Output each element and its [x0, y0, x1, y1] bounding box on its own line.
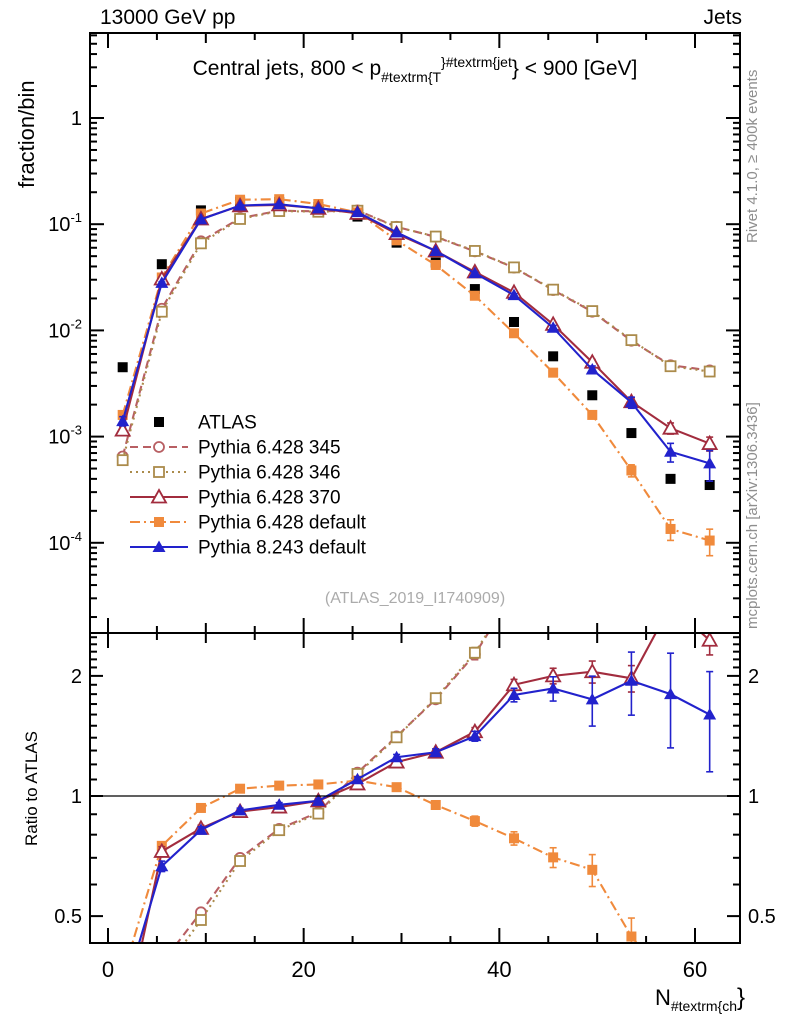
svg-text:Pythia 6.428 345: Pythia 6.428 345 [198, 438, 341, 459]
svg-text:Pythia 8.243 default: Pythia 8.243 default [198, 538, 367, 559]
marker [509, 316, 520, 327]
svg-text:60: 60 [683, 957, 707, 982]
legend-item-atlas: ATLAS [154, 413, 257, 434]
svg-text:0: 0 [102, 957, 114, 982]
x-axis-label-base: N [654, 985, 671, 1010]
y-axis-label-main: fraction/bin [14, 80, 39, 188]
marker [195, 802, 206, 813]
svg-text:10-1: 10-1 [48, 210, 82, 236]
x-axis-label: N#textrm{ch} [654, 984, 745, 1014]
plot-title-superscript: }#textrm{jet [441, 54, 512, 70]
svg-text:0.5: 0.5 [54, 906, 82, 928]
svg-text:Pythia 6.428 346: Pythia 6.428 346 [198, 463, 341, 484]
beam-energy-label: 13000 GeV pp [100, 6, 236, 29]
marker [665, 523, 676, 534]
legend-item-p370: Pythia 6.428 370 [130, 488, 341, 509]
series-p6def-ratio [118, 775, 639, 980]
axes [89, 32, 741, 944]
svg-text:20: 20 [291, 957, 315, 982]
marker [626, 465, 637, 476]
marker [469, 290, 480, 301]
series-p8def-main [116, 197, 717, 482]
marker [235, 783, 246, 794]
marker [548, 852, 559, 863]
marker [626, 428, 637, 439]
marker [587, 390, 598, 401]
plot-title-subscript: #textrm{T [381, 69, 442, 85]
svg-text:0.5: 0.5 [748, 906, 776, 928]
marker [154, 517, 164, 527]
marker [587, 409, 598, 420]
svg-text:1: 1 [71, 786, 82, 808]
legend-item-p346: Pythia 6.428 346 [130, 463, 341, 484]
legend: ATLAS Pythia 6.428 345 Pythia 6.428 346 Pyt… [130, 413, 367, 559]
marker [274, 780, 285, 791]
svg-text:2: 2 [71, 666, 82, 688]
marker [118, 970, 128, 980]
marker [430, 259, 441, 270]
tick-labels: 0 20 40 60 1 10-1 10-2 10-3 10-4 2 2 1 1 0.5 0.5 [48, 108, 776, 982]
marker [469, 816, 480, 827]
mcplots-arxiv-note: mcplots.cern.ch [arXiv:1306.3436] [744, 402, 761, 629]
svg-text:1: 1 [71, 108, 82, 130]
marker [430, 799, 441, 810]
plot-title-suffix: } < 900 [GeV] [511, 57, 638, 80]
marker [154, 417, 164, 427]
svg-text:10-4: 10-4 [48, 529, 82, 555]
marker [704, 535, 715, 546]
analysis-id-watermark: (ATLAS_2019_I1740909) [324, 590, 506, 607]
marker [704, 480, 715, 491]
legend-item-p345: Pythia 6.428 345 [130, 438, 341, 459]
marker [117, 362, 128, 373]
x-axis-label-brace: } [736, 984, 745, 1011]
svg-text:10-2: 10-2 [48, 316, 82, 342]
svg-text:ATLAS: ATLAS [198, 413, 257, 434]
svg-text:Pythia 6.428 default: Pythia 6.428 default [198, 513, 367, 534]
marker [587, 864, 598, 875]
svg-text:40: 40 [487, 957, 511, 982]
marker [548, 351, 559, 362]
marker [548, 367, 559, 378]
rivet-version-note: Rivet 4.1.0, ≥ 400k events [744, 69, 761, 243]
svg-text:Pythia 6.428 370: Pythia 6.428 370 [198, 488, 341, 509]
marker [469, 284, 480, 295]
legend-item-p8def: Pythia 8.243 default [130, 538, 367, 559]
marker [156, 259, 167, 270]
svg-text:1: 1 [748, 786, 759, 808]
plot-title: Central jets, 800 < p#textrm{T}#textrm{j… [90, 54, 740, 85]
series-p8def-ratio [137, 651, 717, 943]
marker [509, 833, 520, 844]
marker [626, 931, 637, 942]
plot-title-prefix: Central jets, 800 < p [192, 57, 382, 80]
y-axis-label-ratio: Ratio to ATLAS [22, 731, 41, 846]
svg-text:2: 2 [748, 666, 759, 688]
svg-text:10-3: 10-3 [48, 423, 82, 449]
marker [509, 328, 520, 339]
marker [391, 782, 402, 793]
analysis-group-label: Jets [703, 6, 742, 29]
marker [313, 779, 324, 790]
x-axis-label-subscript: #textrm{ch [670, 998, 737, 1014]
legend-item-p6def: Pythia 6.428 default [130, 513, 367, 534]
marker [391, 235, 402, 246]
marker [665, 473, 676, 484]
